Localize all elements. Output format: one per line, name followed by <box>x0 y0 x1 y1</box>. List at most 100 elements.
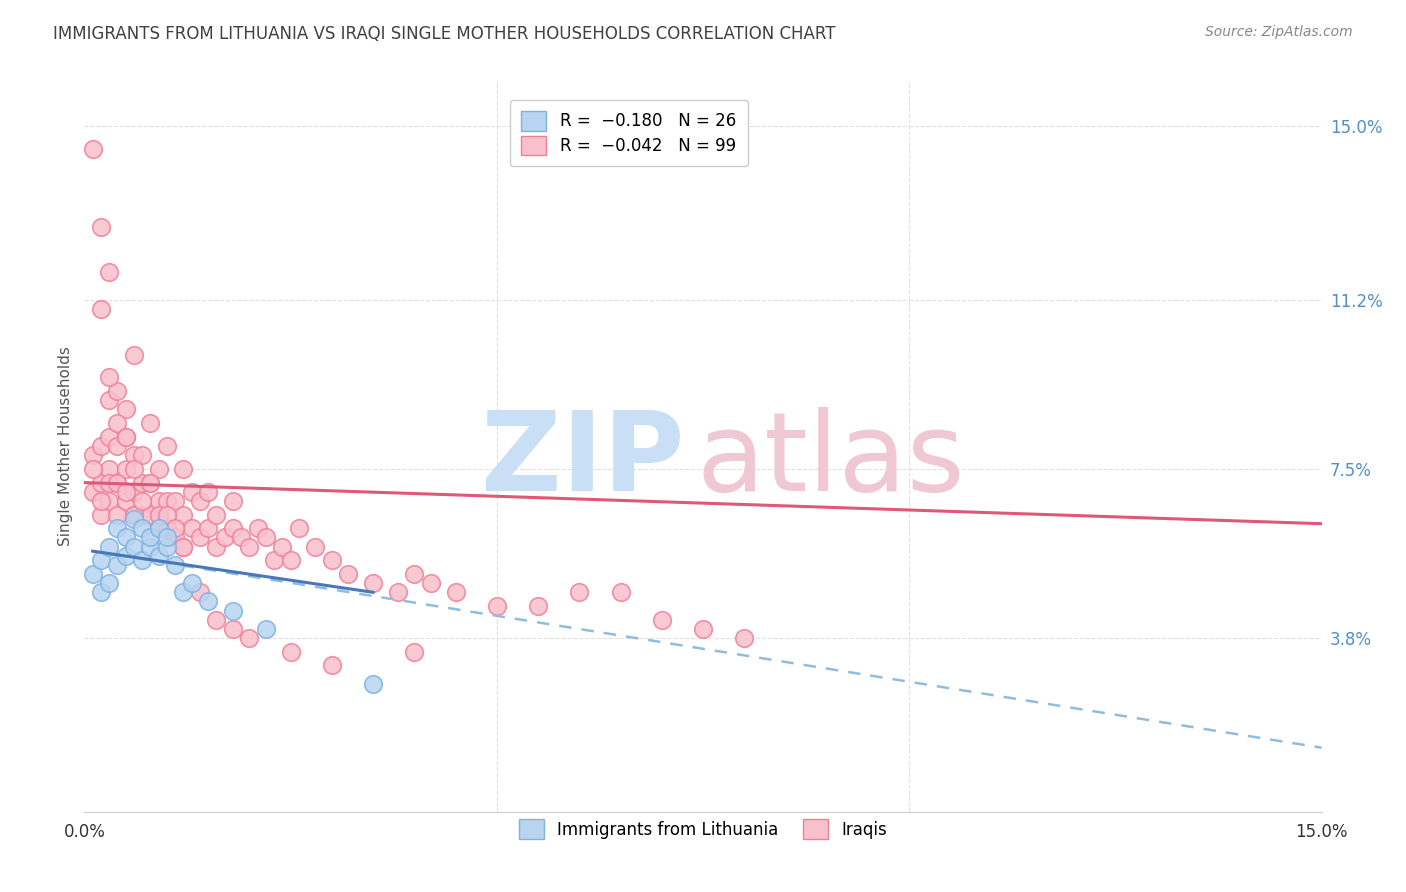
Point <box>122 448 145 462</box>
Point <box>90 439 112 453</box>
Point <box>148 494 170 508</box>
Point <box>404 645 426 659</box>
Point <box>238 631 260 645</box>
Point <box>131 553 153 567</box>
Point <box>404 567 426 582</box>
Point <box>288 521 311 535</box>
Point <box>246 521 269 535</box>
Point <box>114 430 136 444</box>
Point <box>122 462 145 476</box>
Point <box>254 530 277 544</box>
Point <box>131 508 153 522</box>
Point <box>114 430 136 444</box>
Point <box>148 521 170 535</box>
Point <box>122 508 145 522</box>
Point <box>148 521 170 535</box>
Point <box>444 585 467 599</box>
Point <box>321 553 343 567</box>
Point <box>122 508 145 522</box>
Point <box>172 585 194 599</box>
Point <box>90 301 112 316</box>
Point <box>568 585 591 599</box>
Point <box>280 553 302 567</box>
Point <box>105 508 128 522</box>
Point <box>172 508 194 522</box>
Point <box>98 494 121 508</box>
Point <box>238 540 260 554</box>
Point <box>148 462 170 476</box>
Point <box>172 540 194 554</box>
Point <box>222 521 245 535</box>
Point <box>692 622 714 636</box>
Point <box>214 530 236 544</box>
Point <box>105 416 128 430</box>
Point <box>156 540 179 554</box>
Point <box>122 347 145 362</box>
Point <box>263 553 285 567</box>
Point <box>98 393 121 408</box>
Point <box>222 622 245 636</box>
Point <box>148 508 170 522</box>
Point <box>180 484 202 499</box>
Point <box>114 494 136 508</box>
Point <box>651 613 673 627</box>
Point <box>114 484 136 499</box>
Point <box>280 645 302 659</box>
Point <box>114 549 136 563</box>
Point <box>229 530 252 544</box>
Point <box>165 530 187 544</box>
Point <box>131 521 153 535</box>
Point <box>105 558 128 572</box>
Point <box>222 494 245 508</box>
Point <box>139 530 162 544</box>
Point <box>139 416 162 430</box>
Point <box>188 585 211 599</box>
Point <box>527 599 550 613</box>
Point <box>98 265 121 279</box>
Point <box>98 462 121 476</box>
Point <box>205 540 228 554</box>
Point <box>105 521 128 535</box>
Point <box>114 402 136 417</box>
Text: Source: ZipAtlas.com: Source: ZipAtlas.com <box>1205 25 1353 39</box>
Point <box>114 462 136 476</box>
Point <box>82 484 104 499</box>
Point <box>114 530 136 544</box>
Point <box>82 142 104 156</box>
Point <box>148 549 170 563</box>
Point <box>122 540 145 554</box>
Point <box>321 658 343 673</box>
Point <box>90 494 112 508</box>
Point <box>82 567 104 582</box>
Point <box>205 613 228 627</box>
Point <box>139 508 162 522</box>
Point <box>337 567 360 582</box>
Point <box>131 494 153 508</box>
Point <box>222 604 245 618</box>
Point <box>361 676 384 690</box>
Point <box>271 540 294 554</box>
Point <box>139 475 162 490</box>
Point <box>90 585 112 599</box>
Point <box>139 540 162 554</box>
Point <box>98 576 121 591</box>
Point <box>156 521 179 535</box>
Point <box>165 494 187 508</box>
Point <box>165 521 187 535</box>
Point <box>609 585 631 599</box>
Point <box>131 475 153 490</box>
Point <box>122 484 145 499</box>
Point <box>197 521 219 535</box>
Point <box>139 475 162 490</box>
Point <box>90 475 112 490</box>
Point <box>156 439 179 453</box>
Point <box>205 508 228 522</box>
Point <box>165 558 187 572</box>
Point <box>131 448 153 462</box>
Point <box>361 576 384 591</box>
Point <box>105 475 128 490</box>
Point <box>180 521 202 535</box>
Point <box>172 462 194 476</box>
Point <box>387 585 409 599</box>
Point <box>90 553 112 567</box>
